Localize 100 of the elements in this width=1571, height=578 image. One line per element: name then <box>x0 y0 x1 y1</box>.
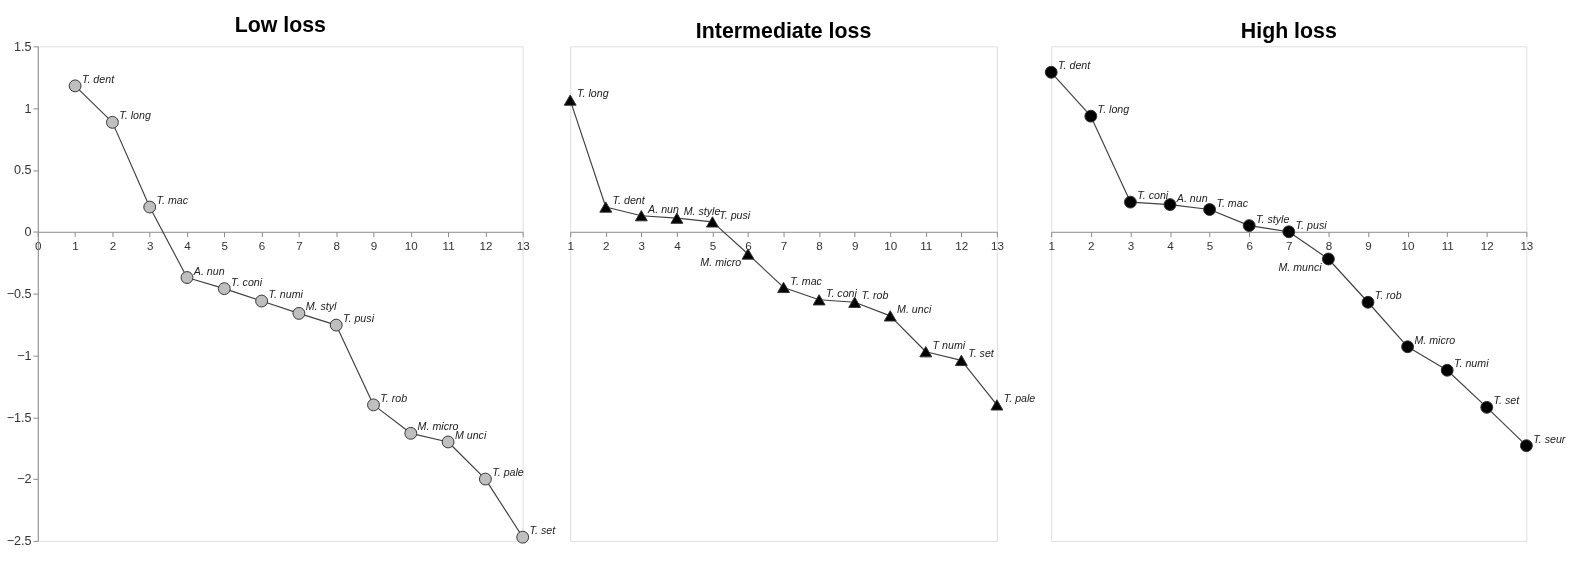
annotation: T. coni <box>231 275 263 288</box>
x-tick-label: 13 <box>990 238 1004 252</box>
annotation: M. micro <box>1414 333 1456 346</box>
point <box>599 201 613 213</box>
y-tick-label: −2.5 <box>6 534 32 549</box>
annotation: A. nun <box>1175 191 1208 204</box>
annotation: T. dent <box>1058 59 1092 72</box>
point <box>478 472 492 486</box>
x-tick-label: 10 <box>884 238 898 252</box>
annotation: T. rob <box>1374 289 1402 302</box>
point <box>1519 439 1533 453</box>
annotation: A. nun <box>192 264 225 277</box>
annotation: T. numi <box>268 288 304 301</box>
x-tick-label: 5 <box>1206 238 1214 252</box>
point <box>441 435 455 449</box>
point <box>1203 203 1217 216</box>
x-tick-label: 8 <box>1325 238 1333 252</box>
x-tick-label: 9 <box>1365 238 1372 252</box>
y-tick-label: 0.5 <box>14 163 32 178</box>
point <box>180 271 194 284</box>
point <box>329 318 343 332</box>
x-tick-label: 13 <box>1520 238 1534 252</box>
x-tick-label: 1 <box>72 238 79 252</box>
annotation: T. pale <box>492 466 524 479</box>
annotation: T. dent <box>81 72 116 85</box>
x-tick-label: 3 <box>638 238 646 252</box>
x-tick-label: 7 <box>780 238 788 252</box>
annotation: T. set <box>968 347 995 360</box>
point <box>367 398 380 412</box>
chart-title: High loss <box>1240 18 1337 43</box>
point <box>1044 65 1058 79</box>
annotation: T. long <box>1097 103 1130 116</box>
annotation: T. coni <box>825 286 858 299</box>
y-tick-label: 0 <box>24 225 32 240</box>
annotation: T. dent <box>612 194 646 207</box>
y-tick-label: 1 <box>24 101 32 116</box>
y-tick-label: −1 <box>17 348 32 363</box>
x-tick-label: 6 <box>258 238 266 252</box>
x-tick-label: 12 <box>1480 238 1494 252</box>
x-tick-label: 10 <box>1401 238 1416 252</box>
chart-title: Intermediate loss <box>695 18 872 43</box>
x-tick-label: 9 <box>851 238 859 252</box>
annotation: M. styl <box>305 300 338 313</box>
annotation: T. style <box>1255 212 1290 225</box>
annotation: T. pale <box>1003 391 1036 404</box>
x-tick-label: 2 <box>1088 238 1095 252</box>
point <box>563 94 577 106</box>
point <box>634 210 648 222</box>
point <box>143 200 157 214</box>
x-tick-label: 5 <box>221 238 229 252</box>
annotation: T. mac <box>1216 196 1249 209</box>
x-tick-label: 8 <box>816 238 823 252</box>
x-tick-label: 8 <box>333 238 340 252</box>
x-tick-label: 7 <box>1286 238 1293 252</box>
x-tick-label: 12 <box>479 238 493 252</box>
x-tick-label: 4 <box>1167 238 1175 252</box>
point <box>919 346 933 358</box>
annotation: M. style <box>683 205 721 218</box>
point <box>848 296 862 308</box>
annotation: T. set <box>529 524 557 537</box>
annotation: T. long <box>119 109 151 122</box>
annotation: T. pusi <box>342 312 375 325</box>
x-tick-label: 1 <box>567 238 574 252</box>
x-tick-label: 10 <box>404 238 419 252</box>
point <box>516 530 530 544</box>
annotation: T. numi <box>1453 357 1490 370</box>
point <box>1084 109 1098 123</box>
annotation: T. rob <box>861 289 889 302</box>
annotation: A. nun <box>647 202 679 215</box>
annotation: T numi <box>932 338 966 351</box>
x-tick-label: 4 <box>674 238 682 252</box>
x-tick-label: 5 <box>709 238 717 252</box>
annotation: T. seur <box>1533 432 1566 445</box>
x-tick-label: 11 <box>920 238 933 252</box>
point <box>954 354 968 367</box>
x-tick-label: 13 <box>516 238 530 252</box>
annotation: T. set <box>1493 394 1521 407</box>
point <box>1123 195 1137 209</box>
annotation: T. mac <box>156 194 189 207</box>
x-tick-label: 0 <box>35 238 43 252</box>
x-tick-label: 9 <box>370 238 378 252</box>
x-tick-label: 6 <box>1246 238 1253 252</box>
x-tick-label: 6 <box>745 238 752 252</box>
point <box>990 399 1004 411</box>
point <box>1242 219 1256 233</box>
point <box>706 216 719 228</box>
point <box>68 79 82 93</box>
annotation: M. unci <box>897 302 932 315</box>
x-tick-label: 11 <box>442 238 455 252</box>
y-tick-label: −1.5 <box>6 410 32 425</box>
annotation: T. long <box>577 87 609 100</box>
x-tick-label: 3 <box>1127 238 1135 252</box>
point <box>217 282 231 296</box>
annotation: M. munci <box>1278 260 1323 273</box>
point <box>883 310 897 322</box>
x-tick-label: 11 <box>1441 238 1454 252</box>
point <box>1163 198 1177 211</box>
y-tick-label: −2 <box>17 472 32 487</box>
point <box>1401 340 1415 354</box>
annotation: T. coni <box>1137 189 1169 202</box>
